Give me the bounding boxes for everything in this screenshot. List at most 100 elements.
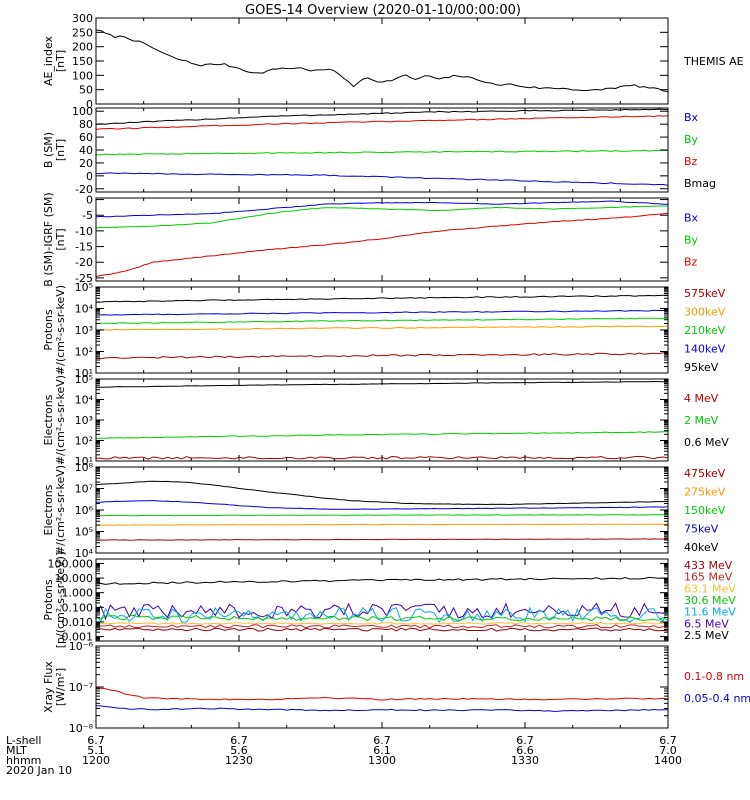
footer-value: 1230 bbox=[225, 754, 253, 767]
legend-label: Bz bbox=[684, 155, 698, 168]
series-line-0-05-0-4-nm bbox=[96, 705, 668, 712]
series-line-63-1-mev bbox=[96, 622, 668, 625]
series-line-bz bbox=[96, 212, 668, 277]
series-line-210kev bbox=[96, 317, 668, 325]
y-axis-label: [nT] bbox=[54, 228, 67, 250]
y-axis-label: B (SM)-IGRF (SM) bbox=[42, 192, 55, 286]
y-tick-label: 80 bbox=[79, 118, 93, 131]
y-tick-label: 10⁻⁸ bbox=[69, 722, 94, 735]
y-axis-label: [nT] bbox=[54, 139, 67, 161]
legend-label: Bmag bbox=[684, 177, 716, 190]
y-axis-label: Electrons bbox=[42, 484, 55, 535]
axis-footer: L-shell 6.7 6.7 6.7 6.7 6.7 MLT 5.1 5.6 6.1 6.6 7.0… bbox=[6, 734, 682, 777]
y-tick-label: -15 bbox=[75, 241, 93, 254]
footer-row-label: L-shell bbox=[6, 734, 42, 747]
series-line-475kev bbox=[96, 538, 668, 541]
series-line-by bbox=[96, 149, 668, 156]
panel-frame bbox=[95, 378, 669, 462]
footer-value: 6.1 bbox=[373, 744, 391, 757]
y-tick-label: 0 bbox=[86, 194, 93, 207]
y-axis-label: [nT] bbox=[54, 50, 67, 72]
footer-value: 5.6 bbox=[230, 744, 248, 757]
y-tick-label: 300 bbox=[72, 12, 93, 25]
y-tick-label: 0 bbox=[86, 170, 93, 183]
legend-label: 2 MeV bbox=[684, 414, 719, 427]
y-tick-label: 100 bbox=[72, 69, 93, 82]
legend-label: 0.1-0.8 nm bbox=[684, 670, 744, 683]
legend-label: Bx bbox=[684, 111, 699, 124]
series-line-150kev bbox=[96, 514, 668, 517]
y-axis-label: AE_index bbox=[42, 35, 55, 86]
legend-label: 63.1 MeV bbox=[684, 582, 736, 595]
legend-label: 0.6 MeV bbox=[684, 436, 729, 449]
y-tick-label: 100.000 bbox=[48, 557, 94, 570]
chart-panel-5: 10¹ 10² 10³ 10⁴ 10⁵ Electrons #/(cm²-s-sr-keV)… bbox=[42, 373, 729, 468]
legend-label: 6.5 MeV bbox=[684, 617, 729, 630]
legend-label: Bz bbox=[684, 256, 698, 269]
legend-label: 575keV bbox=[684, 287, 726, 300]
series-line-40kev bbox=[96, 480, 668, 506]
legend-label: By bbox=[684, 133, 699, 146]
series-line-bz bbox=[96, 115, 668, 130]
chart-panel-6: 10⁴ 10⁵ 10⁶ 10⁷ 10⁸ Electrons #/(cm²-s-sr-keV)… bbox=[42, 461, 726, 560]
y-axis-label: B (SM) bbox=[42, 132, 55, 168]
y-tick-label: 10⁻⁶ bbox=[69, 640, 94, 653]
y-tick-label: 10¹ bbox=[75, 455, 93, 468]
chart-panel-8: 10⁻⁸ 10⁻⁷ 10⁻⁶ Xray Flux [W/m²] 0.1-0.8 nm 0.0… bbox=[42, 640, 750, 735]
series-line-30-6-mev bbox=[96, 615, 668, 622]
panel-frame bbox=[95, 645, 669, 729]
footer-value: 5.1 bbox=[87, 744, 105, 757]
y-tick-label: 10⁵ bbox=[75, 373, 93, 386]
y-tick-label: 60 bbox=[79, 131, 93, 144]
series-line-433-mev bbox=[96, 627, 668, 632]
series-line-300kev bbox=[96, 325, 668, 331]
footer-value: 1400 bbox=[654, 754, 682, 767]
footer-value: 1300 bbox=[368, 754, 396, 767]
y-tick-label: 0.100 bbox=[62, 601, 94, 614]
legend-label: Bx bbox=[684, 212, 699, 225]
legend-label: 11.6 MeV bbox=[684, 606, 736, 619]
y-axis-label: Electrons bbox=[42, 394, 55, 445]
y-tick-label: 40 bbox=[79, 144, 93, 157]
series-line-75kev bbox=[96, 499, 668, 510]
footer-value: 6.6 bbox=[516, 744, 534, 757]
y-tick-label: 20 bbox=[79, 157, 93, 170]
legend-label: 0.05-0.4 nm bbox=[684, 692, 750, 705]
y-tick-label: 10¹ bbox=[75, 367, 93, 380]
y-tick-label: 100 bbox=[72, 105, 93, 118]
series-line-575kev bbox=[96, 352, 668, 360]
footer-row-label: MLT bbox=[6, 744, 27, 757]
footer-value: 6.7 bbox=[659, 734, 677, 747]
y-tick-label: 10⁶ bbox=[75, 504, 94, 517]
series-line-0-1-0-8-nm bbox=[96, 687, 668, 701]
footer-row-label: hhmm bbox=[6, 754, 41, 767]
y-tick-label: 150 bbox=[72, 55, 93, 68]
legend-label: 150keV bbox=[684, 504, 726, 517]
legend-label: 30.6 MeV bbox=[684, 594, 736, 607]
legend-label: 300keV bbox=[684, 306, 726, 319]
y-axis-label: [W/m²] bbox=[54, 668, 67, 706]
footer-value: 7.0 bbox=[659, 744, 677, 757]
y-tick-label: 1.000 bbox=[62, 587, 94, 600]
y-axis-label: #/(cm²-s-sr-keV) bbox=[54, 465, 67, 555]
panel-frame bbox=[95, 17, 669, 105]
y-tick-label: -25 bbox=[75, 272, 93, 285]
y-tick-label: 10⁵ bbox=[75, 281, 93, 294]
series-line-95kev bbox=[96, 294, 668, 303]
y-axis-label: #/(cm²-s-sr-keV) bbox=[54, 375, 67, 465]
y-tick-label: 200 bbox=[72, 41, 93, 54]
y-tick-label: 10⁴ bbox=[75, 303, 94, 316]
y-tick-label: 250 bbox=[72, 26, 93, 39]
series-line-165-mev bbox=[96, 624, 668, 629]
y-axis-label: Protons bbox=[42, 309, 55, 350]
y-tick-label: 10.000 bbox=[55, 572, 94, 585]
legend-label: 210keV bbox=[684, 324, 726, 337]
legend-label: 4 MeV bbox=[684, 392, 719, 405]
y-tick-label: 10⁴ bbox=[75, 394, 94, 407]
y-tick-label: 50 bbox=[79, 84, 93, 97]
footer-value: 6.7 bbox=[373, 734, 391, 747]
